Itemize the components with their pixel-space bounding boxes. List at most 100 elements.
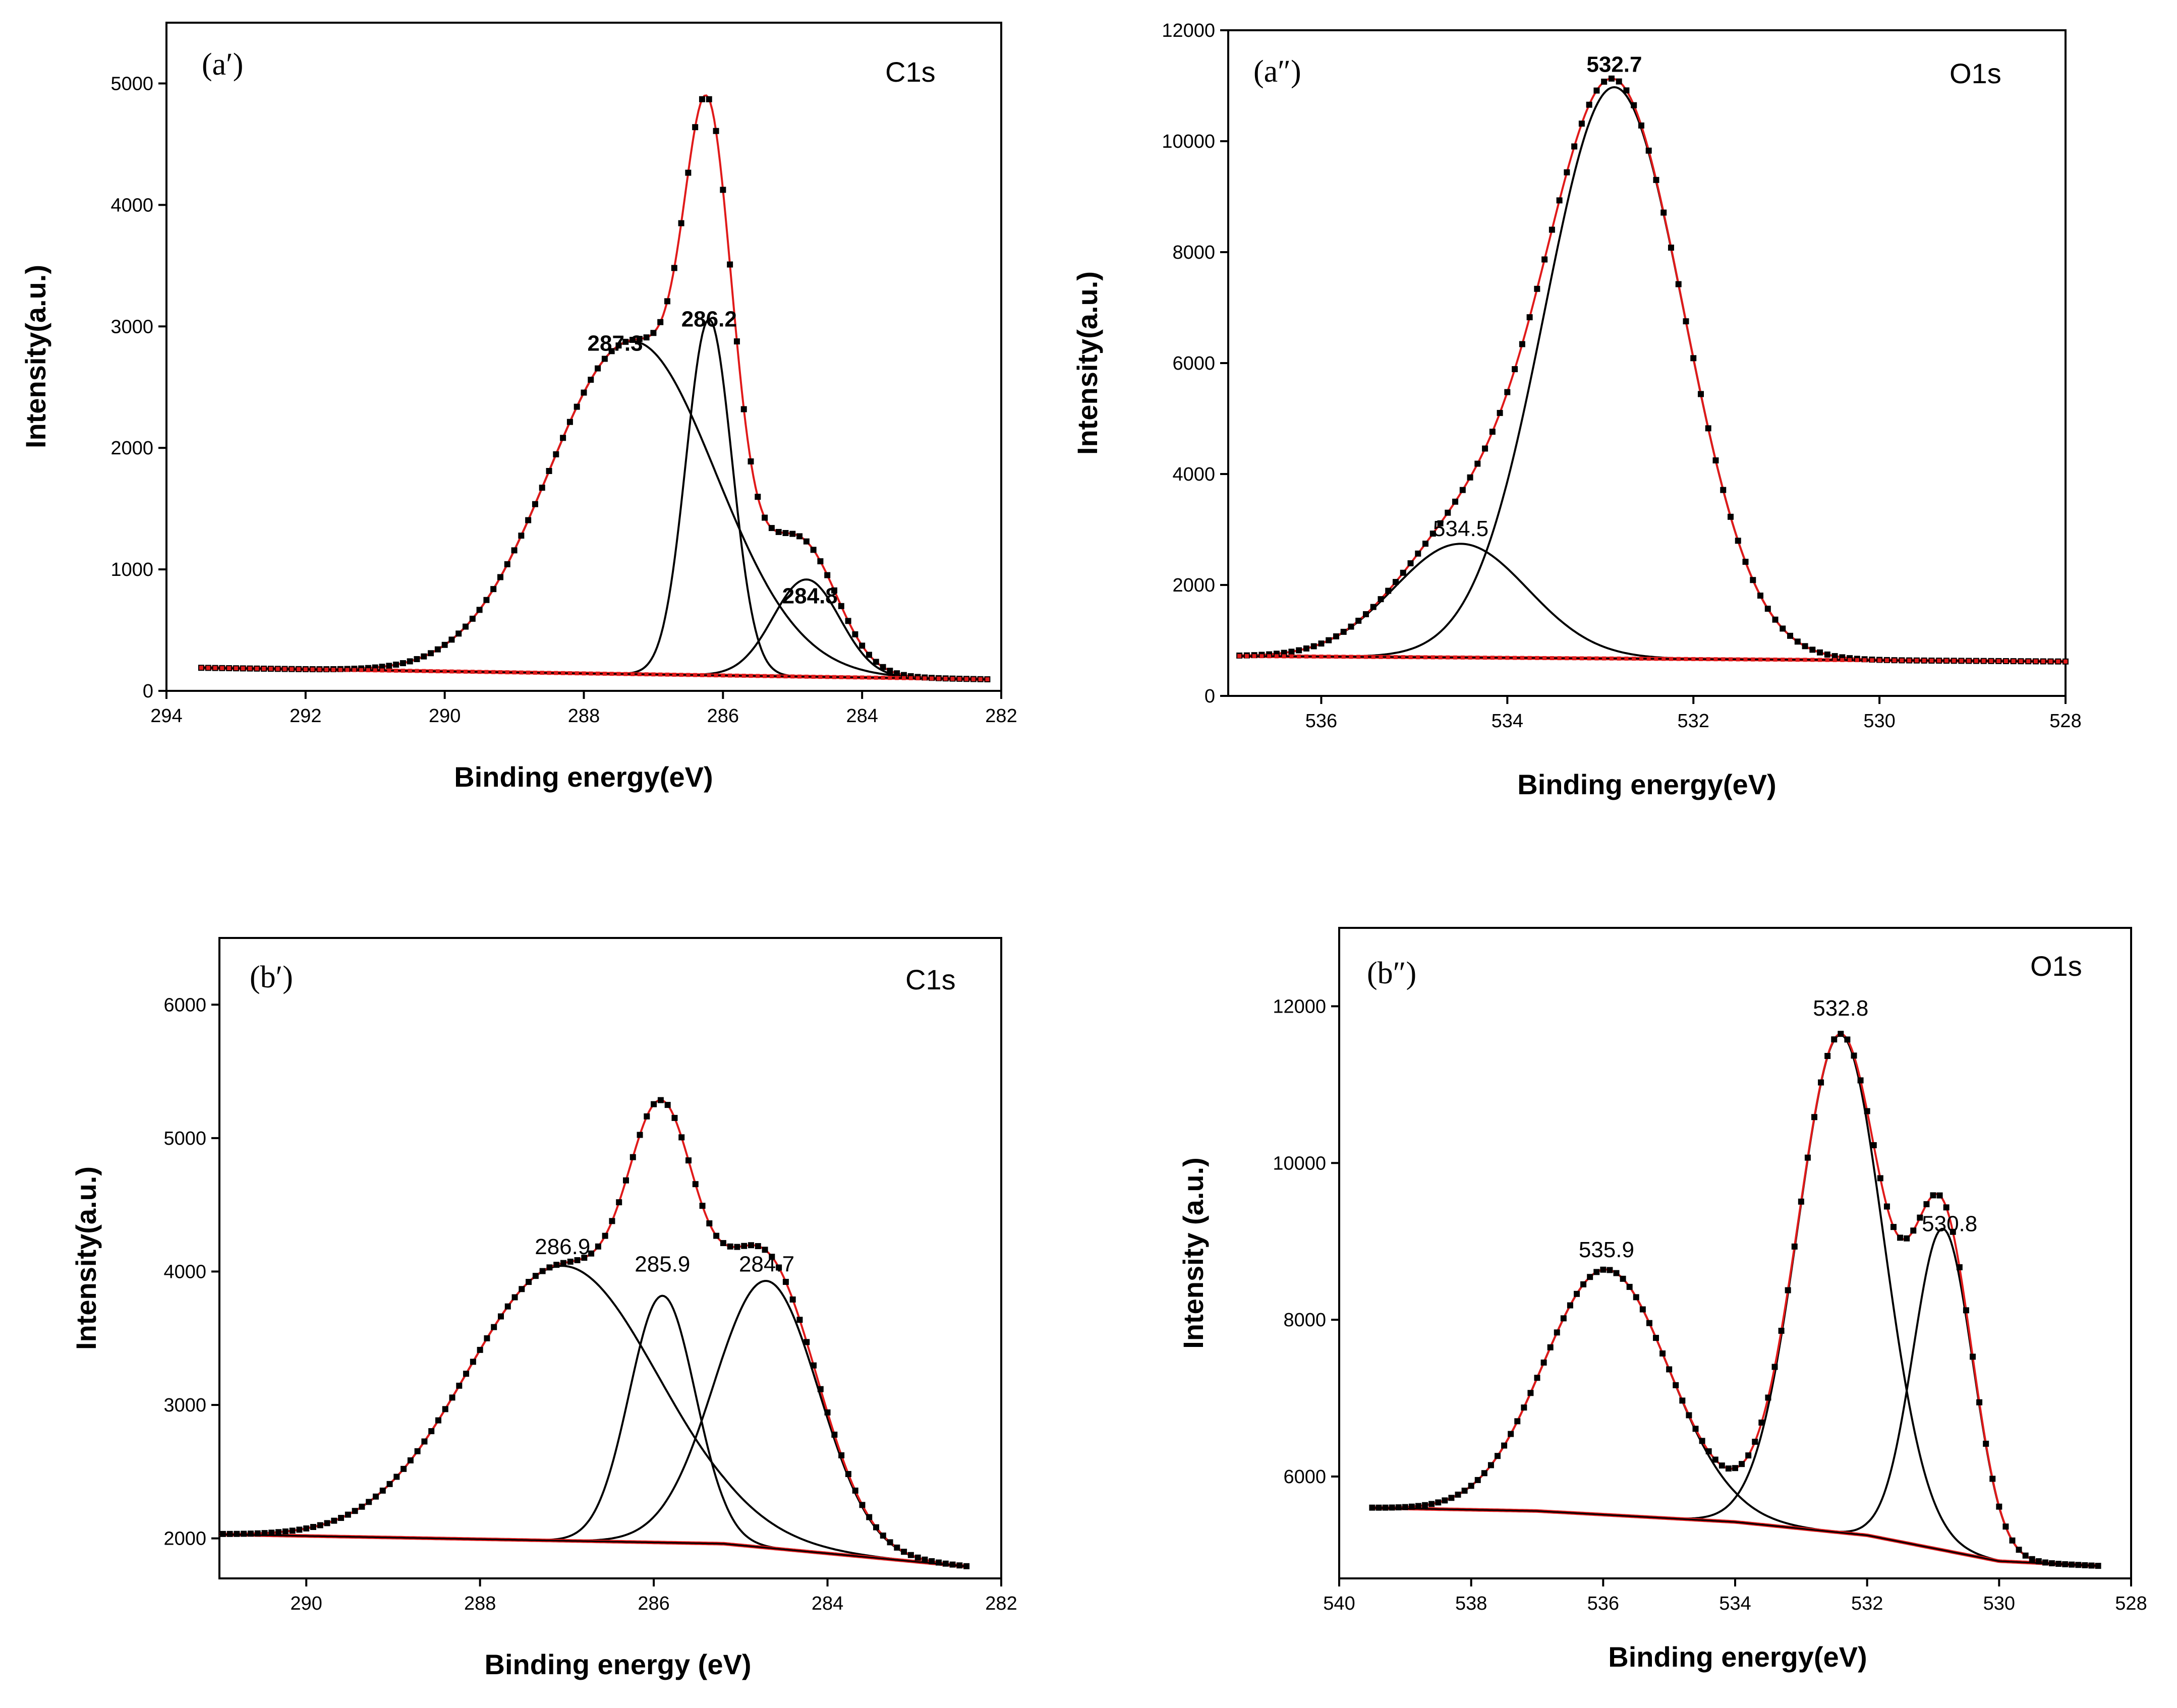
baseline-point	[464, 669, 468, 674]
data-point	[1697, 391, 1704, 397]
data-point	[539, 1268, 546, 1274]
data-point	[1718, 1462, 1725, 1469]
baseline-point	[1430, 655, 1435, 660]
data-point	[574, 403, 580, 410]
data-point	[498, 1313, 504, 1320]
data-point	[2055, 1561, 2062, 1567]
baseline-point	[1237, 654, 1242, 658]
x-tick-label: 532	[1678, 711, 1709, 732]
baseline-point	[498, 670, 502, 674]
baseline-point	[268, 667, 273, 671]
y-tick-label: 3000	[110, 316, 153, 337]
data-point	[838, 1452, 845, 1458]
baseline-point	[1483, 656, 1487, 660]
data-point	[942, 1560, 949, 1567]
data-point	[1750, 577, 1756, 583]
data-point	[1864, 1108, 1870, 1114]
data-point	[734, 1244, 740, 1250]
data-point	[261, 1530, 268, 1537]
data-point	[706, 96, 712, 102]
data-point	[282, 1528, 289, 1535]
data-point	[511, 1294, 518, 1301]
peak-label: 286.9	[535, 1234, 590, 1259]
baseline-point	[1490, 656, 1495, 660]
baseline-point	[741, 674, 746, 678]
data-point	[727, 261, 733, 268]
baseline-point	[616, 672, 621, 676]
data-point	[1809, 646, 1816, 653]
baseline-point	[728, 673, 732, 678]
data-point	[504, 1303, 511, 1310]
data-point	[1395, 1504, 1402, 1511]
baseline-point	[1736, 657, 1740, 662]
baseline-point	[1394, 655, 1398, 659]
data-point	[796, 1317, 803, 1323]
baseline-point	[2041, 659, 2045, 664]
baseline-point	[825, 675, 830, 679]
baseline-point	[901, 676, 906, 680]
x-tick-label: 282	[985, 705, 1017, 727]
data-point	[929, 1558, 935, 1564]
data-point	[1567, 1302, 1573, 1309]
baseline-point	[1646, 657, 1651, 661]
data-point	[1428, 1501, 1435, 1507]
data-point	[1712, 1456, 1718, 1463]
data-point	[407, 1457, 414, 1463]
annotations-layer: 286.9 285.9 284.7	[535, 1234, 794, 1276]
x-tick-label: 290	[291, 1593, 322, 1614]
baseline-point	[1818, 658, 1822, 662]
baseline-point	[1282, 654, 1286, 659]
data-point	[936, 1559, 942, 1566]
data-point	[1508, 1431, 1514, 1437]
y-tick-label: 6000	[1283, 1466, 1326, 1488]
data-point	[581, 1255, 588, 1261]
data-point	[776, 1264, 782, 1271]
data-point	[956, 1562, 963, 1569]
data-point	[1587, 1274, 1593, 1280]
data-point	[1601, 78, 1608, 85]
data-point	[1897, 1234, 1904, 1241]
data-point	[866, 1514, 873, 1520]
data-point	[880, 664, 886, 670]
data-point	[2088, 1562, 2095, 1569]
baseline-point	[602, 671, 607, 676]
baseline-point	[2048, 659, 2053, 664]
data-point	[532, 501, 538, 507]
data-point	[1950, 1228, 1956, 1235]
y-axis-title: Intensity(a.u.)	[1071, 271, 1103, 455]
baseline-point	[1654, 657, 1658, 661]
y-tick-label: 0	[1205, 686, 1215, 707]
data-point	[741, 1243, 748, 1249]
data-point	[476, 607, 483, 613]
data-point	[762, 1247, 768, 1253]
baseline-point	[1929, 659, 1934, 663]
data-point	[817, 1386, 824, 1392]
data-point	[1883, 1203, 1890, 1210]
x-tick-label: 536	[1587, 1593, 1619, 1614]
x-tick-label: 534	[1719, 1593, 1751, 1614]
data-point	[1378, 596, 1384, 603]
data-point	[338, 1515, 345, 1521]
data-point	[894, 670, 900, 677]
data-point	[595, 1243, 601, 1250]
baseline-point	[415, 669, 419, 673]
y-tick-label: 2000	[1172, 575, 1215, 596]
baseline-point	[839, 675, 843, 679]
data-point	[1452, 498, 1459, 505]
x-tick-label: 530	[1983, 1593, 2015, 1614]
data-point	[664, 298, 670, 305]
baseline-point	[422, 669, 426, 673]
peak-label: 535.9	[1579, 1238, 1634, 1262]
data-point	[428, 650, 434, 657]
baseline-point	[373, 668, 377, 673]
data-point	[1504, 389, 1511, 395]
baseline-point	[1729, 657, 1733, 662]
baseline-point	[1900, 658, 1904, 663]
x-tick-label: 528	[2049, 711, 2081, 732]
data-point	[393, 661, 399, 668]
data-point	[428, 1428, 435, 1435]
data-point	[1415, 1503, 1421, 1509]
baseline-point	[1438, 655, 1443, 660]
data-point	[345, 1511, 351, 1518]
data-point	[1422, 541, 1429, 547]
